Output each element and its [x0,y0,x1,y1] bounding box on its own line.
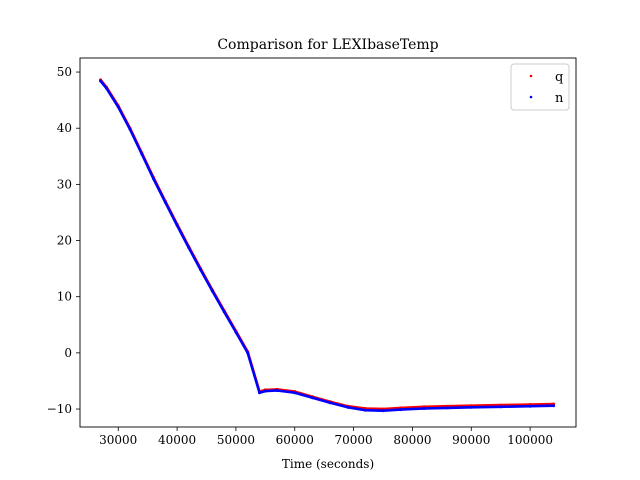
x-tick-label: 50000 [217,433,255,447]
series-n [99,79,556,413]
legend-label-n: n [555,91,564,106]
series-layer [99,78,556,413]
data-point [140,152,144,156]
y-tick-label: 20 [57,234,72,248]
x-tick-label: 100000 [507,433,553,447]
y-tick-label: 0 [64,346,72,360]
data-point [381,409,385,413]
data-point [310,396,314,400]
data-point [246,351,250,355]
x-tick-label: 90000 [452,433,490,447]
series-n-trace [99,79,555,413]
data-point [258,391,261,395]
data-point [293,391,297,395]
data-point [346,405,350,409]
data-point [528,404,532,408]
y-tick-label: 40 [57,121,72,135]
legend-box [510,63,570,111]
data-point [105,86,108,90]
ticks-layer: 30000 40000 50000 60000 70000 80000 90000 10000… [47,65,553,447]
data-point [199,268,203,272]
y-tick-label: 50 [57,65,72,79]
data-point [187,246,191,250]
data-point [469,405,473,409]
data-point [99,79,103,83]
data-point [499,405,503,409]
legend-marker-n [529,95,533,99]
x-tick-label: 30000 [99,433,137,447]
data-point [422,407,426,410]
plot-frame [79,57,577,428]
data-point [116,105,120,109]
legend-label-q: q [555,70,563,85]
legend-marker-q [529,74,533,78]
legend: q n [510,63,570,111]
data-point [234,330,238,334]
data-point [163,200,167,204]
data-point [399,408,403,412]
data-point [328,401,332,405]
x-tick-label: 60000 [276,433,314,447]
x-tick-label: 80000 [393,433,431,447]
y-tick-label: 10 [57,290,72,304]
data-point [446,406,450,410]
data-point [210,289,214,293]
data-point [222,310,226,314]
x-axis-label: Time (seconds) [282,457,374,471]
data-point [275,389,279,392]
x-tick-label: 40000 [158,433,196,447]
data-point [263,389,267,393]
data-point [175,223,179,227]
y-tick-label: −10 [47,402,72,416]
chart-title: Comparison for LEXIbaseTemp [217,37,438,53]
x-tick-label: 70000 [335,433,373,447]
data-point [552,404,556,408]
data-point [363,408,367,412]
data-point [152,177,155,181]
y-tick-label: 30 [57,177,72,191]
data-point [128,127,132,131]
